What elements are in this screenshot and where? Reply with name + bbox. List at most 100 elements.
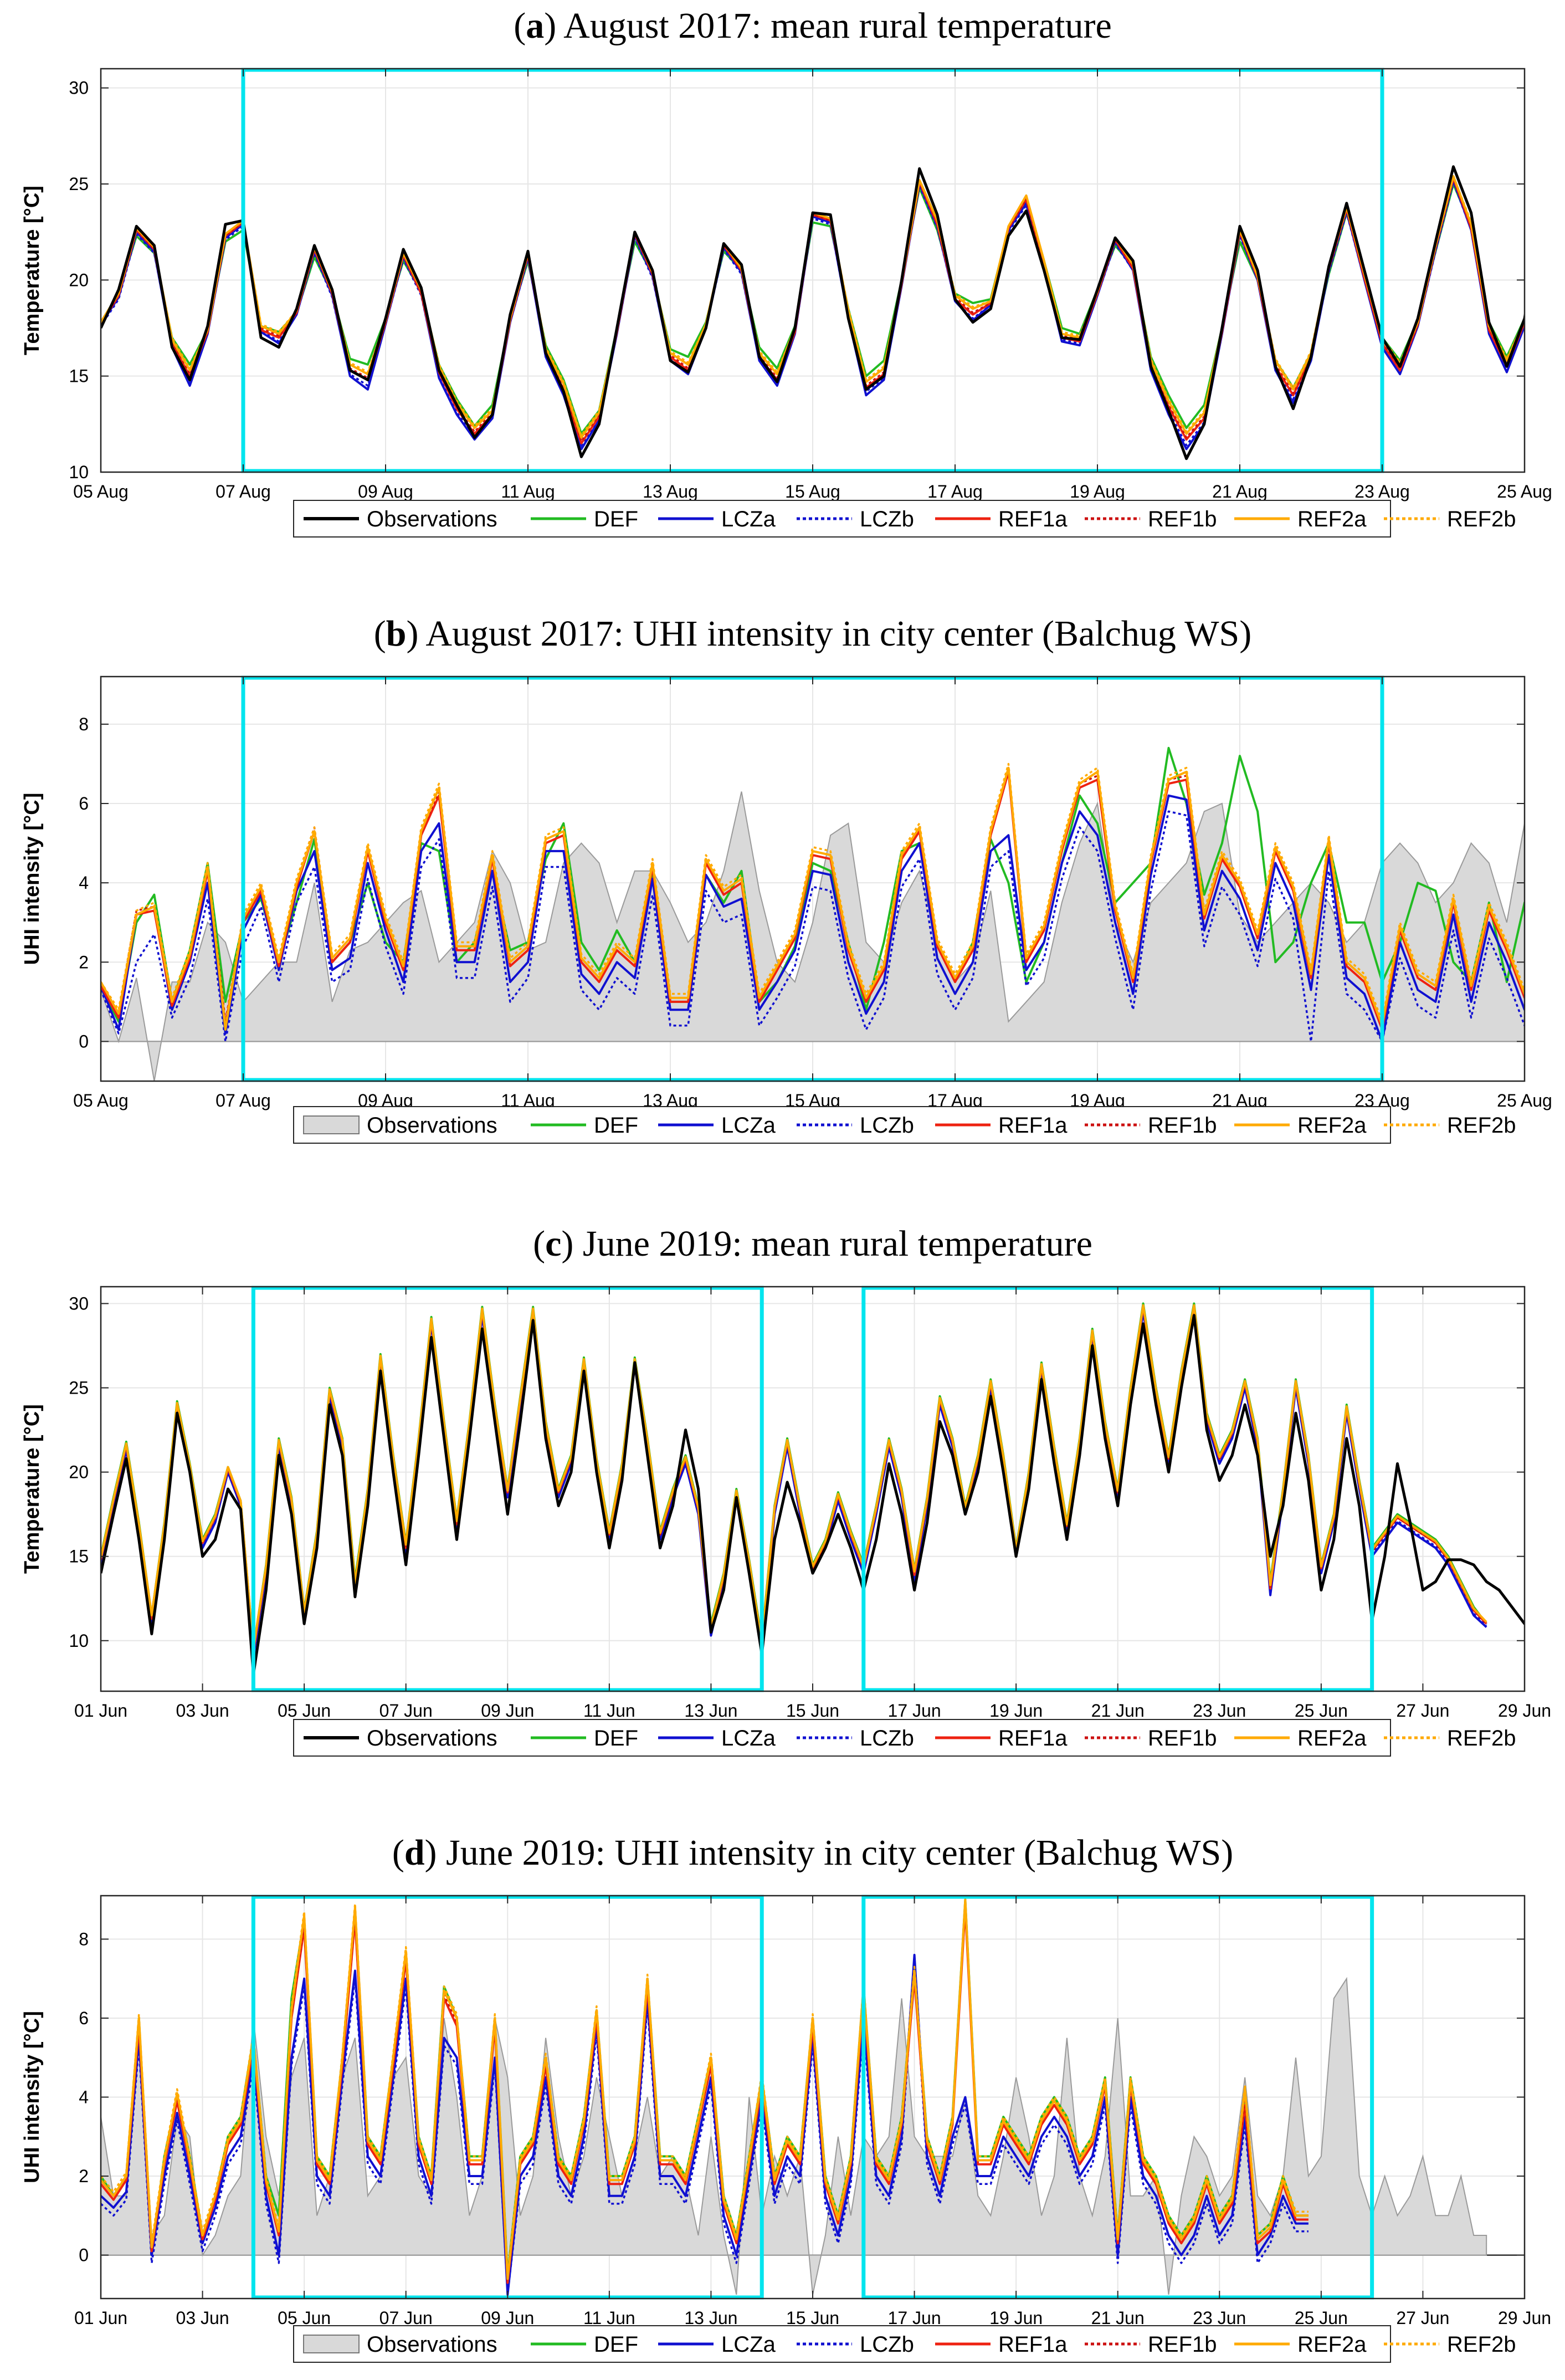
- chart-panel-b: (b) August 2017: UHI intensity in city c…: [20, 613, 1552, 1144]
- y-tick-label: 20: [69, 270, 89, 290]
- chart-panel-a: (a) August 2017: mean rural temperature 1…: [20, 6, 1552, 538]
- x-tick-label: 03 Jun: [176, 2308, 229, 2328]
- series-lczb: [101, 1962, 1309, 2296]
- x-tick-label: 01 Jun: [74, 1701, 127, 1721]
- x-tick-label: 21 Aug: [1212, 482, 1268, 501]
- legend-label-ref1b: REF1b: [1148, 1726, 1217, 1751]
- x-tick-label: 13 Jun: [684, 1701, 737, 1721]
- series-group: [101, 746, 1525, 1081]
- y-tick-label: 20: [69, 1462, 89, 1482]
- x-tick-label: 21 Jun: [1091, 1701, 1145, 1721]
- series-group: [101, 1898, 1487, 2296]
- x-tick-label: 07 Aug: [215, 1091, 271, 1110]
- series-group: [101, 1302, 1525, 1676]
- x-tick-label: 27 Jun: [1396, 1701, 1449, 1721]
- legend-label-lcza: LCZa: [721, 507, 776, 531]
- y-tick-label: 6: [79, 2008, 89, 2028]
- y-tick-label: 8: [79, 714, 89, 734]
- x-tick-label: 13 Aug: [643, 482, 698, 501]
- x-tick-label: 03 Jun: [176, 1701, 229, 1721]
- legend-label-ref1b: REF1b: [1148, 2332, 1217, 2357]
- title-text: ) August 2017: mean rural temperature: [544, 6, 1112, 46]
- legend-label-ref2b: REF2b: [1447, 1726, 1516, 1751]
- x-tick-label: 07 Jun: [379, 2308, 433, 2328]
- legend-label-ref2a: REF2a: [1297, 2332, 1367, 2357]
- x-tick-label: 25 Aug: [1497, 482, 1552, 501]
- chart-panel-c: (c) June 2019: mean rural temperature 10 1…: [20, 1224, 1551, 1757]
- x-tick-label: 17 Aug: [927, 482, 983, 501]
- series-lczb: [101, 810, 1525, 1043]
- x-tick-label: 25 Jun: [1295, 2308, 1348, 2328]
- legend-label-def: DEF: [594, 1113, 638, 1138]
- legend-label-def: DEF: [594, 2332, 638, 2357]
- x-tick-label: 09 Jun: [481, 1701, 534, 1721]
- title-text: ) August 2017: UHI intensity in city cen…: [407, 613, 1252, 654]
- x-tick-label: 29 Jun: [1498, 2308, 1551, 2328]
- legend: Observations DEF LCZa LCZb REF1a REF1b REF2a RE…: [293, 1719, 1516, 1757]
- x-tick-label: 19 Aug: [1070, 482, 1125, 501]
- x-tick-label: 05 Aug: [73, 1091, 129, 1110]
- x-tick-label: 11 Jun: [583, 2308, 635, 2328]
- x-tick-label: 23 Jun: [1193, 2308, 1246, 2328]
- series-ref2b: [101, 1304, 1487, 1649]
- x-tick-label: 29 Jun: [1498, 1701, 1551, 1721]
- x-tick-label: 11 Jun: [583, 1701, 635, 1721]
- legend-swatch-observations: [303, 2335, 360, 2353]
- series-group: [101, 165, 1525, 460]
- x-tick-label: 07 Jun: [379, 1701, 433, 1721]
- legend-label-ref2b: REF2b: [1447, 1113, 1516, 1138]
- title-open-paren: (: [514, 6, 526, 46]
- legend-label-ref1a: REF1a: [998, 1726, 1068, 1751]
- x-tick-label: 15 Jun: [786, 1701, 839, 1721]
- legend-label-lczb: LCZb: [860, 507, 914, 531]
- legend: Observations DEF LCZa LCZb REF1a REF1b REF2a RE…: [293, 500, 1516, 538]
- title-text: ) June 2019: UHI intensity in city cente…: [425, 1833, 1234, 1873]
- legend-label-lcza: LCZa: [721, 1113, 776, 1138]
- x-tick-label: 27 Jun: [1396, 2308, 1449, 2328]
- legend-label-ref2b: REF2b: [1447, 2332, 1516, 2357]
- y-axis-label: UHI intensity [°C]: [20, 793, 44, 965]
- y-tick-label: 0: [79, 1031, 89, 1051]
- title-open-paren: (: [374, 613, 386, 654]
- x-tick-label: 05 Jun: [278, 1701, 331, 1721]
- y-tick-label: 4: [79, 873, 89, 893]
- y-axis-label: Temperature [°C]: [20, 186, 44, 355]
- series-observations: [101, 1314, 1525, 1676]
- title-open-paren: (: [392, 1833, 404, 1873]
- series-lcza: [101, 794, 1525, 1043]
- legend: Observations DEF LCZa LCZb REF1a REF1b REF2a RE…: [293, 2325, 1516, 2363]
- legend-label-ref1b: REF1b: [1148, 507, 1217, 531]
- legend-label-def: DEF: [594, 507, 638, 531]
- chart-title: (b) August 2017: UHI intensity in city c…: [374, 613, 1251, 654]
- legend-label-lcza: LCZa: [721, 1726, 776, 1751]
- y-tick-label: 15: [69, 1547, 89, 1567]
- x-tick-label: 25 Jun: [1295, 1701, 1348, 1721]
- x-tick-label: 09 Aug: [358, 482, 413, 501]
- legend-label-ref2a: REF2a: [1297, 1726, 1367, 1751]
- title-letter: a: [526, 6, 544, 46]
- y-axis-label: UHI intensity [°C]: [20, 2011, 44, 2183]
- y-tick-label: 10: [69, 1631, 89, 1651]
- x-tick-label: 23 Jun: [1193, 1701, 1246, 1721]
- y-tick-label: 25: [69, 174, 89, 194]
- legend-label-ref2a: REF2a: [1297, 1113, 1367, 1138]
- legend-label-observations: Observations: [367, 1113, 497, 1138]
- y-tick-label: 8: [79, 1929, 89, 1949]
- y-tick-label: 25: [69, 1378, 89, 1398]
- y-tick-label: 2: [79, 952, 89, 972]
- title-letter: d: [404, 1833, 425, 1873]
- legend-label-observations: Observations: [367, 507, 497, 531]
- series-observations: [101, 165, 1525, 460]
- x-tick-label: 19 Jun: [989, 2308, 1043, 2328]
- legend-label-ref1a: REF1a: [998, 2332, 1068, 2357]
- chart-title: (d) June 2019: UHI intensity in city cen…: [392, 1833, 1233, 1873]
- y-tick-label: 0: [79, 2245, 89, 2265]
- x-tick-label: 01 Jun: [74, 2308, 127, 2328]
- x-tick-label: 23 Aug: [1354, 482, 1410, 501]
- chart-title: (c) June 2019: mean rural temperature: [533, 1224, 1092, 1264]
- legend-label-ref1a: REF1a: [998, 507, 1068, 531]
- legend-label-ref2b: REF2b: [1447, 507, 1516, 531]
- title-open-paren: (: [533, 1224, 545, 1264]
- y-tick-label: 4: [79, 2087, 89, 2107]
